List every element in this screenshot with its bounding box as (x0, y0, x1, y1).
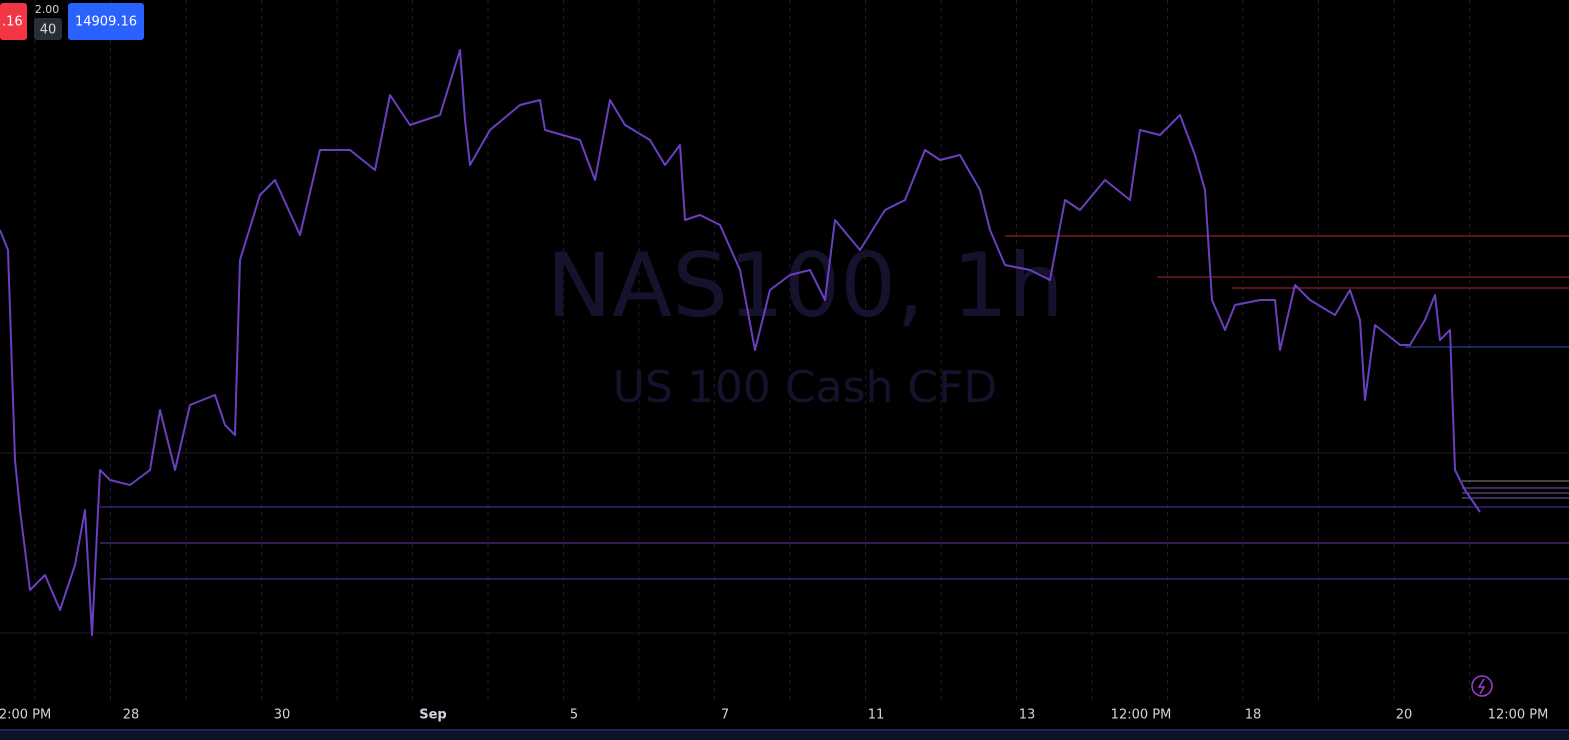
quantity-box[interactable] (34, 18, 62, 40)
sell-price: .16 (2, 15, 23, 30)
time-label: 7 (721, 708, 729, 723)
lightning-bolt (1477, 678, 1486, 695)
time-label: 13 (1019, 708, 1036, 723)
quantity: 40 (40, 23, 57, 38)
time-label: 11 (868, 708, 885, 723)
bottom-bar (0, 729, 1569, 740)
time-label: 12:00 PM (1488, 708, 1549, 723)
lightning-icon[interactable] (1471, 675, 1493, 697)
buy-price: 14909.16 (75, 15, 137, 30)
grid (0, 452, 1569, 634)
time-label: Sep (419, 708, 447, 723)
time-label: 18 (1245, 708, 1262, 723)
time-axis: 2:00 PM 28 30 Sep 5 7 11 13 12:00 PM 18 20 12:00 PM (0, 708, 1548, 723)
sell-button[interactable] (0, 3, 27, 40)
spread: 2.00 (35, 3, 60, 16)
watermark-description: US 100 Cash CFD (613, 362, 997, 413)
levels (100, 235, 1569, 580)
time-label: 30 (274, 708, 291, 723)
time-label: 2:00 PM (0, 708, 51, 723)
price-line (0, 49, 1481, 636)
time-label: 5 (570, 708, 578, 723)
time-label: 20 (1396, 708, 1413, 723)
time-label: 28 (123, 708, 140, 723)
buy-button[interactable] (68, 3, 144, 40)
watermark-symbol: NAS100, 1h (546, 234, 1064, 337)
time-label: 12:00 PM (1111, 708, 1172, 723)
